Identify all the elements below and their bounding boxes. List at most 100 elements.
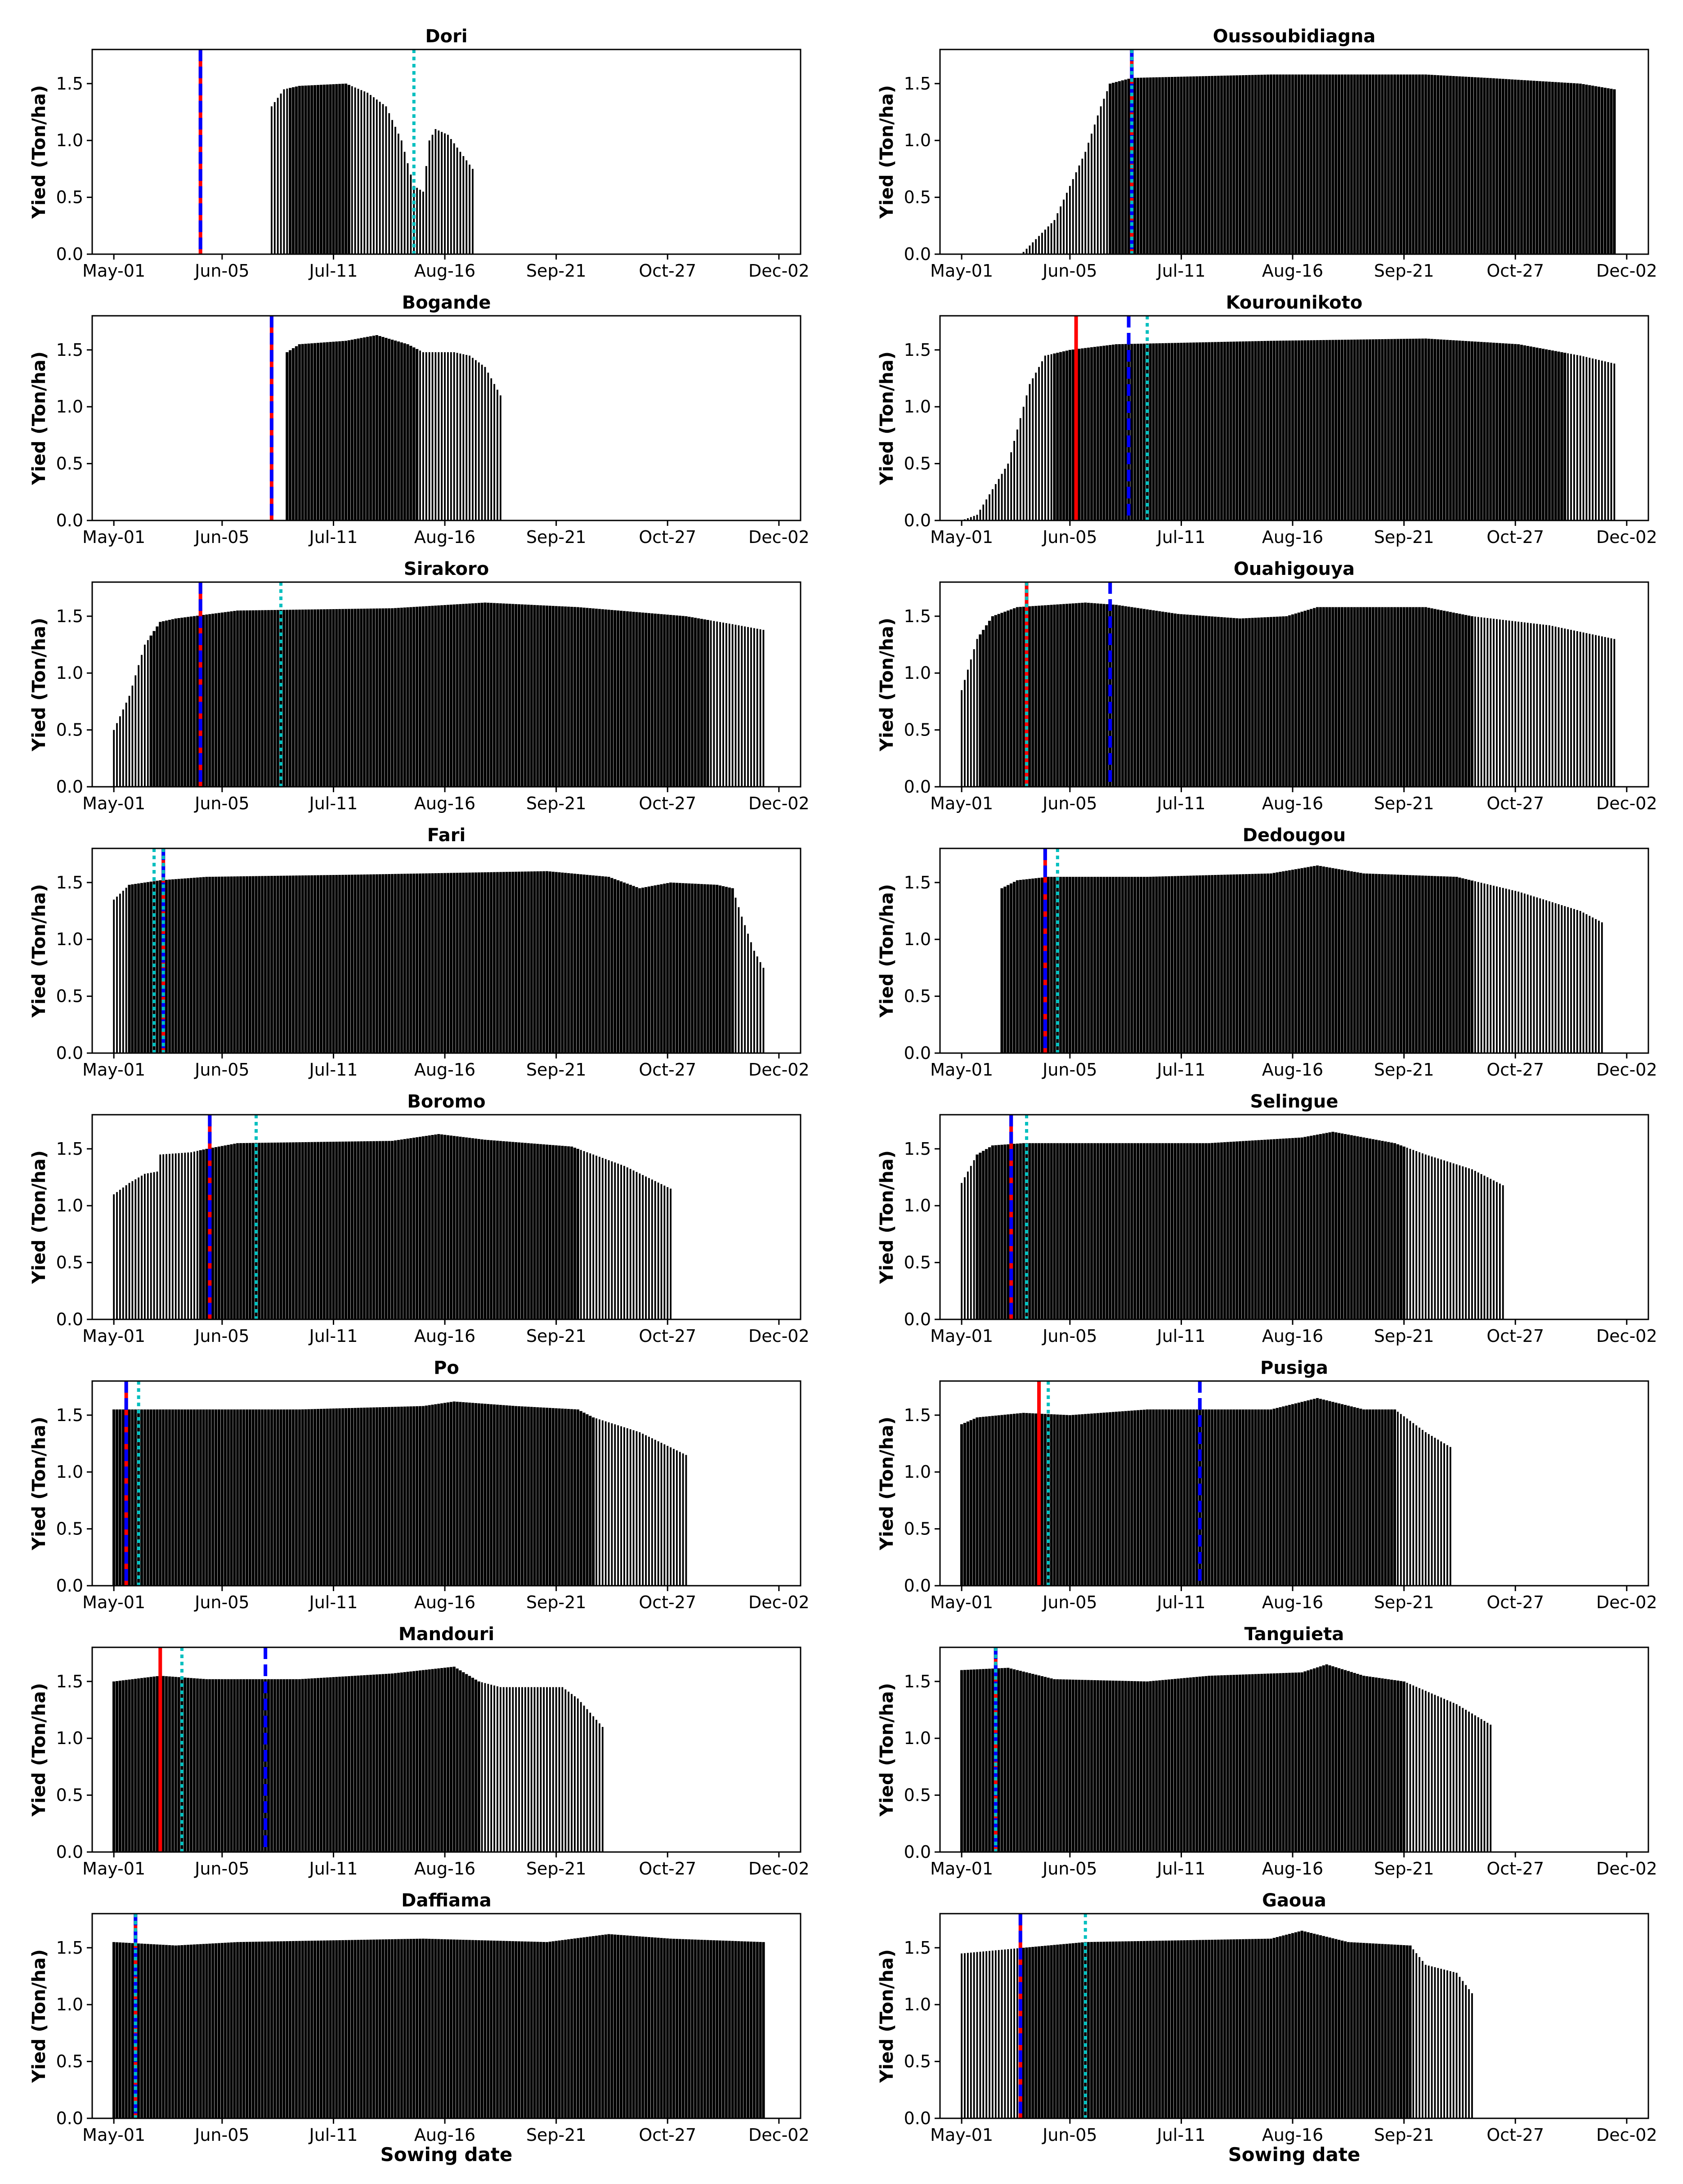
bar bbox=[1595, 635, 1597, 787]
bar bbox=[1455, 1164, 1458, 1319]
bar bbox=[264, 1679, 267, 1852]
bar bbox=[1437, 1440, 1439, 1586]
bar bbox=[1050, 1414, 1053, 1586]
bar bbox=[502, 1405, 505, 1586]
bar bbox=[1071, 1679, 1074, 1852]
bar bbox=[121, 1680, 125, 1852]
bar bbox=[722, 622, 724, 787]
bar bbox=[1031, 1946, 1034, 2118]
bar bbox=[1013, 1948, 1015, 2118]
bar bbox=[1149, 77, 1152, 254]
bar bbox=[1393, 1143, 1397, 1319]
bar bbox=[1542, 899, 1544, 1053]
bar bbox=[1189, 342, 1192, 520]
bar bbox=[350, 1141, 354, 1319]
bar bbox=[1254, 1409, 1257, 1586]
y-tick-label: 0.5 bbox=[56, 720, 83, 740]
bar bbox=[267, 1679, 270, 1852]
bar bbox=[1464, 76, 1468, 254]
bar bbox=[976, 1154, 979, 1319]
bar bbox=[1338, 1403, 1341, 1586]
bar bbox=[1214, 616, 1217, 787]
bar bbox=[134, 883, 137, 1053]
x-tick-label: Aug-16 bbox=[1262, 794, 1323, 813]
bar bbox=[196, 1678, 199, 1852]
bar bbox=[1279, 1407, 1282, 1586]
bar bbox=[1598, 636, 1600, 787]
bar bbox=[1419, 1152, 1420, 1319]
bar bbox=[425, 1405, 428, 1586]
bar bbox=[1016, 429, 1018, 520]
bar bbox=[1109, 1942, 1112, 2118]
x-tick-label: Aug-16 bbox=[1262, 1592, 1323, 1612]
bar bbox=[1183, 875, 1186, 1053]
x-tick-label: Oct-27 bbox=[639, 2125, 696, 2145]
y-tick-label: 1.5 bbox=[904, 1405, 931, 1425]
bar bbox=[350, 1676, 354, 1852]
bar bbox=[1106, 345, 1109, 520]
x-tick-label: Aug-16 bbox=[414, 261, 475, 281]
bar bbox=[496, 603, 499, 787]
bar bbox=[1458, 76, 1461, 254]
bar bbox=[1483, 77, 1486, 254]
bar bbox=[1034, 605, 1038, 787]
bar bbox=[1402, 874, 1405, 1053]
bar bbox=[1025, 1947, 1028, 2118]
bar bbox=[1124, 79, 1127, 255]
bar bbox=[261, 1409, 264, 1586]
bar bbox=[1322, 607, 1325, 787]
bar bbox=[1096, 1680, 1099, 1852]
bar bbox=[1610, 363, 1612, 520]
bar bbox=[985, 499, 988, 520]
bar bbox=[533, 1144, 536, 1319]
bar bbox=[162, 1154, 165, 1319]
bar bbox=[416, 873, 419, 1053]
bar bbox=[211, 614, 215, 787]
bar bbox=[1291, 1138, 1294, 1319]
bar bbox=[236, 1942, 239, 2118]
bar bbox=[1239, 874, 1242, 1053]
bar bbox=[236, 610, 239, 787]
bar bbox=[1390, 339, 1393, 520]
bar bbox=[1498, 343, 1501, 520]
bar bbox=[1443, 1160, 1445, 1319]
bar bbox=[1350, 1672, 1353, 1852]
bar bbox=[1164, 77, 1168, 254]
subplot-title: Kourounikoto bbox=[1226, 292, 1363, 313]
bar bbox=[1226, 1142, 1229, 1319]
bar bbox=[295, 875, 298, 1053]
bar bbox=[452, 1666, 456, 1852]
bar bbox=[1313, 1135, 1316, 1319]
bar bbox=[551, 1408, 555, 1586]
bar bbox=[434, 1404, 437, 1586]
bar bbox=[1471, 1993, 1473, 2118]
bar bbox=[375, 874, 378, 1053]
bar bbox=[184, 617, 187, 787]
bar bbox=[1415, 338, 1418, 520]
bar bbox=[1269, 341, 1273, 520]
bar bbox=[400, 874, 403, 1053]
bar bbox=[375, 335, 378, 520]
bar bbox=[530, 1687, 533, 1852]
bar bbox=[1155, 343, 1158, 520]
bar bbox=[638, 612, 641, 787]
bar bbox=[388, 113, 390, 255]
bar bbox=[539, 1144, 542, 1319]
bar bbox=[196, 877, 199, 1053]
bar bbox=[1010, 883, 1013, 1053]
bar bbox=[233, 611, 236, 787]
bar bbox=[1356, 74, 1359, 254]
bar bbox=[279, 1679, 282, 1852]
bar bbox=[1232, 1675, 1235, 1852]
bar bbox=[208, 877, 211, 1053]
bar bbox=[490, 872, 493, 1053]
bar bbox=[1390, 74, 1393, 254]
bar bbox=[122, 891, 124, 1053]
bar bbox=[1000, 613, 1003, 787]
bar bbox=[1371, 1943, 1374, 2118]
bar bbox=[378, 1939, 381, 2118]
bar bbox=[156, 880, 159, 1053]
bar bbox=[391, 120, 394, 254]
bar bbox=[447, 352, 449, 520]
